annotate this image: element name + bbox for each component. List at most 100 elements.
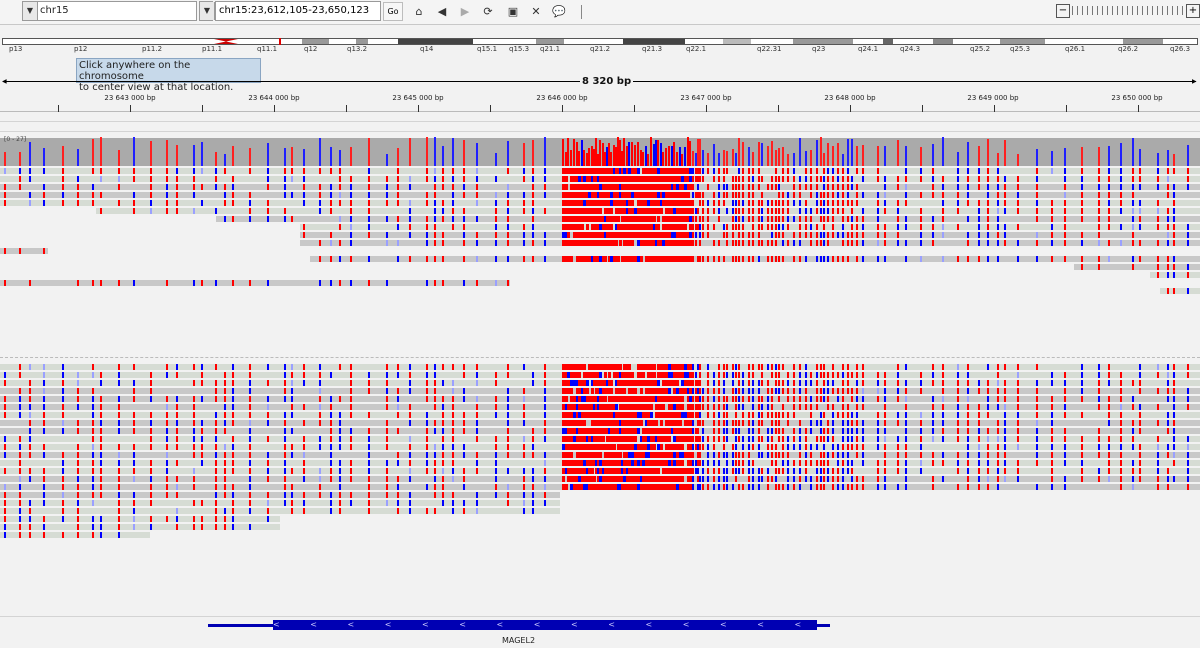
methylation-call bbox=[748, 452, 750, 458]
methylation-call bbox=[847, 420, 849, 426]
read-row[interactable] bbox=[310, 256, 1200, 262]
read-row[interactable] bbox=[0, 500, 560, 506]
read-row[interactable] bbox=[0, 380, 1200, 386]
chevron-down-icon[interactable]: ▼ bbox=[200, 2, 215, 20]
chromosome-ideogram[interactable] bbox=[2, 38, 1198, 45]
chromosome-dropdown-arrow[interactable]: ▼ bbox=[199, 1, 215, 21]
read-row[interactable] bbox=[0, 524, 280, 530]
read-row[interactable] bbox=[1074, 264, 1200, 270]
resize-icon[interactable]: ✕ bbox=[531, 5, 541, 18]
read-row[interactable] bbox=[0, 420, 1200, 426]
methylation-call bbox=[623, 256, 626, 262]
read-row[interactable] bbox=[0, 468, 1200, 474]
read-row[interactable] bbox=[0, 476, 1200, 482]
read-row[interactable] bbox=[0, 168, 1200, 174]
read-row[interactable] bbox=[0, 452, 1200, 458]
methylation-call bbox=[668, 428, 671, 434]
chevron-down-icon[interactable]: ▼ bbox=[23, 2, 38, 20]
methylation-call bbox=[19, 372, 21, 378]
methylation-call bbox=[681, 444, 684, 450]
methylation-call bbox=[606, 484, 609, 490]
methylation-call bbox=[1120, 208, 1122, 214]
coverage-bar bbox=[1173, 154, 1175, 166]
methylation-call bbox=[1120, 372, 1122, 378]
methylation-call bbox=[602, 460, 605, 466]
methylation-call bbox=[434, 216, 436, 222]
refresh-icon[interactable]: ⟳ bbox=[483, 5, 493, 18]
read-row[interactable] bbox=[0, 280, 510, 286]
read-row[interactable] bbox=[0, 388, 1200, 394]
methylation-call bbox=[617, 372, 620, 378]
methylation-call bbox=[595, 460, 598, 466]
methylation-call bbox=[617, 176, 620, 182]
read-row[interactable] bbox=[300, 240, 1200, 246]
popup-info-icon[interactable]: 💬 bbox=[552, 5, 566, 18]
read-row[interactable] bbox=[0, 412, 1200, 418]
ruler-tick-label: 23 647 000 bp bbox=[680, 94, 732, 102]
methylation-call bbox=[463, 280, 465, 286]
methylation-call bbox=[591, 232, 594, 238]
gene-exon[interactable]: < < < < < < < < < < < < < < < < < < < < … bbox=[273, 620, 817, 630]
read-row[interactable] bbox=[0, 532, 150, 538]
forward-icon[interactable]: ▶ bbox=[460, 5, 470, 18]
region-icon[interactable]: ▣ bbox=[507, 5, 519, 18]
read-row[interactable] bbox=[0, 444, 1200, 450]
alignment-track-group-2[interactable] bbox=[0, 360, 1200, 590]
read-row[interactable] bbox=[0, 184, 1200, 190]
read-row[interactable] bbox=[0, 460, 1200, 466]
read-row[interactable] bbox=[0, 492, 560, 498]
methylation-call bbox=[820, 460, 822, 466]
methylation-call bbox=[628, 240, 631, 246]
methylation-call bbox=[816, 396, 818, 402]
coverage-track[interactable] bbox=[0, 134, 1200, 166]
methylation-call bbox=[602, 388, 605, 394]
read-row[interactable] bbox=[1150, 272, 1200, 278]
read-row[interactable] bbox=[0, 364, 1200, 370]
read-row[interactable] bbox=[300, 232, 1200, 238]
methylation-call bbox=[544, 404, 546, 410]
methylation-call bbox=[660, 200, 663, 206]
methylation-call bbox=[1173, 184, 1175, 190]
read-row[interactable] bbox=[0, 516, 280, 522]
methylation-call bbox=[987, 168, 989, 174]
methylation-call bbox=[847, 484, 849, 490]
back-icon[interactable]: ◀ bbox=[437, 5, 447, 18]
zoom-in-icon[interactable]: + bbox=[1186, 4, 1200, 18]
read-row[interactable] bbox=[0, 484, 1200, 490]
gene-label: MAGEL2 bbox=[502, 636, 536, 645]
methylation-call bbox=[463, 428, 465, 434]
read-row[interactable] bbox=[0, 404, 1200, 410]
methylation-call bbox=[767, 468, 769, 474]
locus-input[interactable]: chr15:23,612,105-23,650,123 bbox=[215, 1, 381, 21]
read-row[interactable] bbox=[0, 200, 1200, 206]
read-row[interactable] bbox=[0, 176, 1200, 182]
read-row[interactable] bbox=[0, 372, 1200, 378]
methylation-call bbox=[647, 420, 650, 426]
read-row[interactable] bbox=[0, 508, 560, 514]
methylation-call bbox=[617, 216, 620, 222]
methylation-call bbox=[699, 412, 701, 418]
methylation-call bbox=[957, 484, 959, 490]
methylation-call bbox=[642, 372, 645, 378]
methylation-call bbox=[4, 396, 6, 402]
methylation-call bbox=[761, 452, 763, 458]
methylation-call bbox=[905, 476, 907, 482]
read-row[interactable] bbox=[0, 436, 1200, 442]
read-row[interactable] bbox=[1160, 288, 1200, 294]
read-row[interactable] bbox=[216, 216, 1200, 222]
read-row[interactable] bbox=[300, 224, 1200, 230]
genome-dropdown[interactable]: ▼ chr15 bbox=[22, 1, 197, 21]
alignment-track-group-1[interactable] bbox=[0, 166, 1200, 296]
zoom-out-icon[interactable]: − bbox=[1056, 4, 1070, 18]
read-row[interactable] bbox=[96, 208, 1200, 214]
methylation-call bbox=[726, 420, 728, 426]
read-row[interactable] bbox=[0, 248, 48, 254]
read-row[interactable] bbox=[0, 192, 1200, 198]
go-button[interactable]: Go bbox=[383, 2, 403, 21]
methylation-call bbox=[602, 168, 605, 174]
home-icon[interactable]: ⌂ bbox=[415, 5, 423, 18]
zoom-slider[interactable] bbox=[1072, 6, 1184, 15]
read-row[interactable] bbox=[0, 396, 1200, 402]
methylation-call bbox=[718, 388, 720, 394]
read-row[interactable] bbox=[0, 428, 1200, 434]
